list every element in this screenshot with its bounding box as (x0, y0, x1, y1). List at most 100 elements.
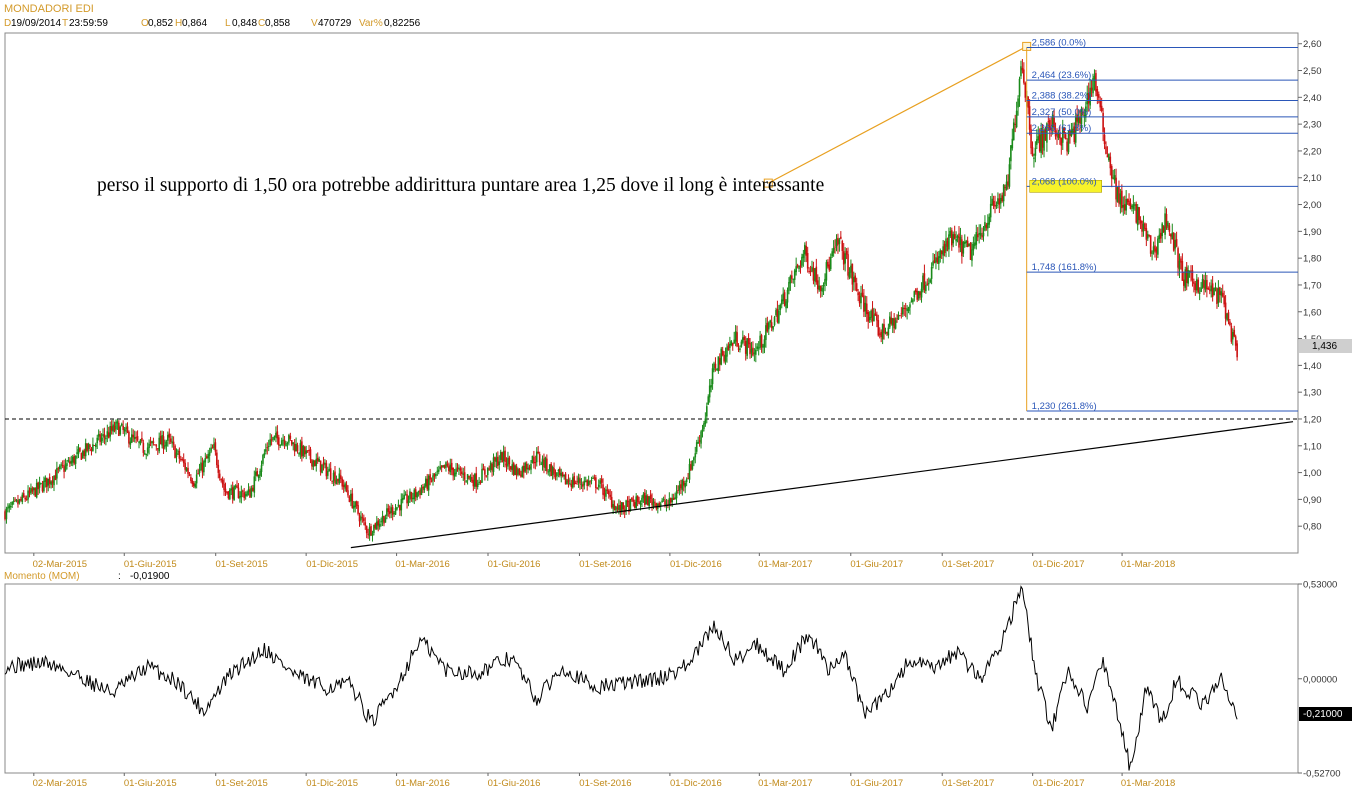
candle-body (597, 484, 600, 488)
candle-body (1002, 184, 1005, 202)
candle-body (1121, 190, 1123, 209)
candle-body (102, 434, 104, 437)
candle-body (852, 277, 855, 283)
candle-body (917, 291, 920, 299)
candle-body (935, 257, 937, 263)
candle-body (131, 434, 133, 443)
candle-body (638, 501, 640, 504)
candle-body (997, 198, 999, 205)
candle-body (505, 463, 508, 466)
candle-body (459, 468, 462, 471)
candle-body (289, 435, 292, 439)
candle-body (80, 453, 83, 460)
candle-body (1193, 281, 1195, 284)
candle-body (116, 421, 119, 424)
candle-body (969, 242, 972, 260)
candle-body (424, 478, 427, 487)
candle-body (226, 491, 228, 493)
candle-body (256, 470, 258, 477)
candle-body (717, 356, 720, 372)
candle-body (497, 456, 499, 467)
candle-body (635, 496, 637, 509)
candle-body (557, 470, 560, 472)
candle-body (357, 505, 359, 514)
candle-body (339, 475, 342, 480)
candle-body (380, 521, 382, 523)
candle-body (103, 434, 106, 438)
candle-body (1203, 280, 1205, 288)
candle-body (520, 474, 522, 477)
candle-body (266, 447, 269, 449)
candle-body (684, 482, 686, 488)
candle-body (651, 498, 653, 505)
candle-body (662, 499, 665, 501)
candle-body (940, 250, 943, 255)
candle-body (767, 322, 770, 330)
candle-body (770, 322, 773, 329)
header-field-label: D (4, 18, 11, 29)
candle-body (448, 466, 450, 471)
last-price-label: 1,436 (1312, 341, 1337, 352)
candle-body (312, 460, 315, 467)
candle-body (360, 516, 362, 521)
candle-body (851, 263, 854, 285)
candle-body (148, 443, 150, 448)
candle-body (115, 421, 117, 430)
candle-body (1113, 175, 1116, 181)
candle-body (899, 315, 901, 317)
candle-body (265, 449, 267, 452)
candle-body (76, 452, 78, 455)
candle-body (873, 314, 875, 321)
candle-body (239, 495, 241, 499)
candle-body (119, 426, 122, 435)
candle-body (548, 464, 551, 472)
candle-body (1004, 187, 1006, 189)
candle-body (783, 292, 786, 306)
candle-body (355, 501, 358, 506)
candle-body (769, 320, 772, 323)
header-field-value: 0,82256 (384, 18, 421, 29)
candle-body (891, 318, 894, 326)
candle-body (494, 457, 496, 462)
mom-y-tick-label: -0,52700 (1303, 769, 1341, 780)
candle-body (327, 470, 329, 476)
candle-body (440, 465, 443, 468)
candle-body (1108, 154, 1110, 161)
candle-body (583, 480, 586, 486)
candle-body (109, 425, 111, 437)
candle-body (342, 484, 345, 487)
x-tick-label: 01-Giu-2016 (488, 559, 541, 570)
price-plot-area: 2,586 (0.0%) 2,464 (23.6%) 2,388 (38.2%) 2,… (4, 37, 1298, 549)
y-tick-label: 1,70 (1303, 280, 1322, 291)
candle-body (151, 441, 153, 444)
candle-body (190, 477, 192, 481)
candle-body (107, 432, 110, 438)
candle-body (24, 497, 26, 500)
candle-body (492, 457, 495, 472)
candle-body (959, 236, 962, 246)
candle-body (1165, 214, 1168, 228)
candle-body (1216, 288, 1218, 305)
candle-body (227, 491, 230, 499)
candle-body (331, 480, 333, 482)
candle-body (383, 515, 385, 524)
candle-body (446, 464, 449, 466)
mom-y-tick-label: 0,53000 (1303, 580, 1337, 591)
candle-body (936, 257, 939, 263)
candle-body (608, 490, 610, 495)
candle-body (893, 318, 895, 329)
candle-body (260, 465, 263, 472)
candle-body (439, 466, 442, 469)
candle-body (649, 494, 652, 499)
candle-body (1181, 261, 1184, 281)
candle-body (999, 197, 1002, 204)
candle-body (243, 492, 246, 499)
candle-body (642, 494, 645, 499)
candle-body (283, 439, 286, 445)
candle-body (938, 256, 940, 264)
candle-body (329, 468, 332, 480)
candle-body (546, 458, 548, 472)
chart-annotation: perso il supporto di 1,50 ora potrebbe a… (97, 175, 824, 196)
candle-body (726, 347, 728, 357)
x-tick-label: 02-Mar-2015 (33, 778, 87, 789)
